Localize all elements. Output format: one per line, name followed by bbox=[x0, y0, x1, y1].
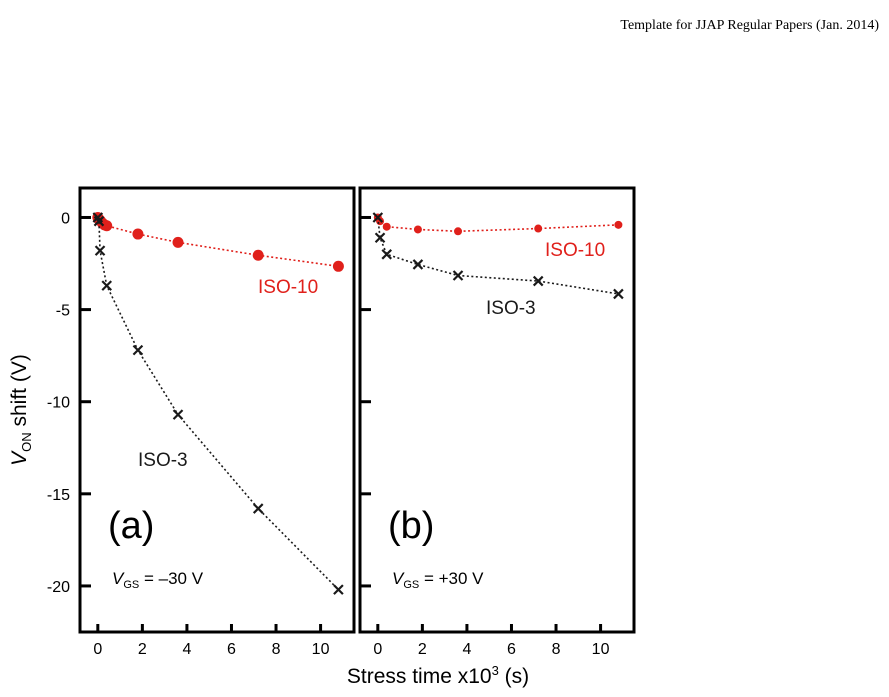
x-tick-label: 10 bbox=[312, 641, 330, 658]
condition-label: VGS = +30 V bbox=[392, 569, 484, 591]
data-point bbox=[412, 259, 424, 270]
plot-frame bbox=[78, 186, 356, 634]
x-tick-label: 4 bbox=[182, 641, 191, 658]
x-tick-label: 2 bbox=[138, 641, 147, 658]
x-tick-label: 10 bbox=[592, 641, 610, 658]
x-tick-label: 8 bbox=[272, 641, 281, 658]
data-point bbox=[381, 249, 393, 260]
data-point bbox=[333, 584, 344, 595]
data-point bbox=[452, 270, 464, 281]
data-point bbox=[534, 224, 543, 233]
panel-label: (a) bbox=[108, 505, 154, 547]
data-point bbox=[372, 212, 384, 223]
y-axis-label: VON shift (V) bbox=[8, 354, 34, 466]
data-point bbox=[454, 227, 463, 236]
data-point bbox=[252, 249, 264, 261]
data-point bbox=[93, 215, 105, 227]
data-point bbox=[94, 245, 106, 256]
x-tick-label: 6 bbox=[507, 641, 516, 658]
data-point bbox=[252, 503, 264, 514]
data-point bbox=[532, 275, 544, 287]
y-tick-label: -20 bbox=[47, 579, 70, 596]
x-tick-label: 4 bbox=[462, 641, 471, 658]
series-label-iso-3: ISO-3 bbox=[138, 450, 188, 471]
panel-a: 0 2 4 6 8 10 0 -5 -10 -15 -20 ISO-10 ISO-3 (a) VGS = –… bbox=[47, 186, 356, 658]
data-point bbox=[614, 220, 623, 229]
series-label-iso-10: ISO-10 bbox=[545, 240, 605, 261]
axis-labels: Stress time x103 (s) VON shift (V) bbox=[8, 354, 529, 688]
y-tick-label: 0 bbox=[61, 210, 70, 227]
x-axis-label: Stress time x103 (s) bbox=[347, 663, 529, 688]
series-line-iso-10 bbox=[97, 217, 339, 268]
series-label-iso-10: ISO-10 bbox=[258, 277, 318, 298]
data-point bbox=[374, 232, 386, 244]
series-label-iso-3: ISO-3 bbox=[486, 298, 536, 319]
x-tick-label: 2 bbox=[418, 641, 427, 658]
x-tick-label: 0 bbox=[93, 641, 102, 658]
condition-label: VGS = –30 V bbox=[112, 569, 204, 591]
panel-b: 0 2 4 6 8 10 ISO-10 ISO-3 (b) VGS = +30 V bbox=[358, 186, 636, 658]
data-point bbox=[101, 220, 113, 232]
data-point bbox=[172, 409, 184, 420]
data-point bbox=[332, 260, 344, 272]
y-tick-label: -10 bbox=[47, 395, 70, 412]
series-line-iso-10 bbox=[377, 217, 619, 233]
data-point bbox=[382, 222, 391, 231]
data-point bbox=[413, 225, 422, 234]
plot-frame bbox=[358, 186, 636, 634]
page-header: Template for JJAP Regular Papers (Jan. 2… bbox=[620, 18, 879, 33]
data-point bbox=[132, 228, 144, 240]
y-tick-label: -5 bbox=[56, 303, 70, 320]
data-point bbox=[172, 236, 184, 248]
y-tick-label: -15 bbox=[47, 487, 70, 504]
x-tick-label: 0 bbox=[373, 641, 382, 658]
data-point bbox=[613, 288, 624, 300]
data-point bbox=[101, 280, 113, 291]
panel-label: (b) bbox=[388, 505, 434, 547]
x-tick-label: 6 bbox=[227, 641, 236, 658]
data-point bbox=[132, 344, 144, 356]
series-line-iso-3 bbox=[97, 217, 339, 591]
x-tick-label: 8 bbox=[552, 641, 561, 658]
